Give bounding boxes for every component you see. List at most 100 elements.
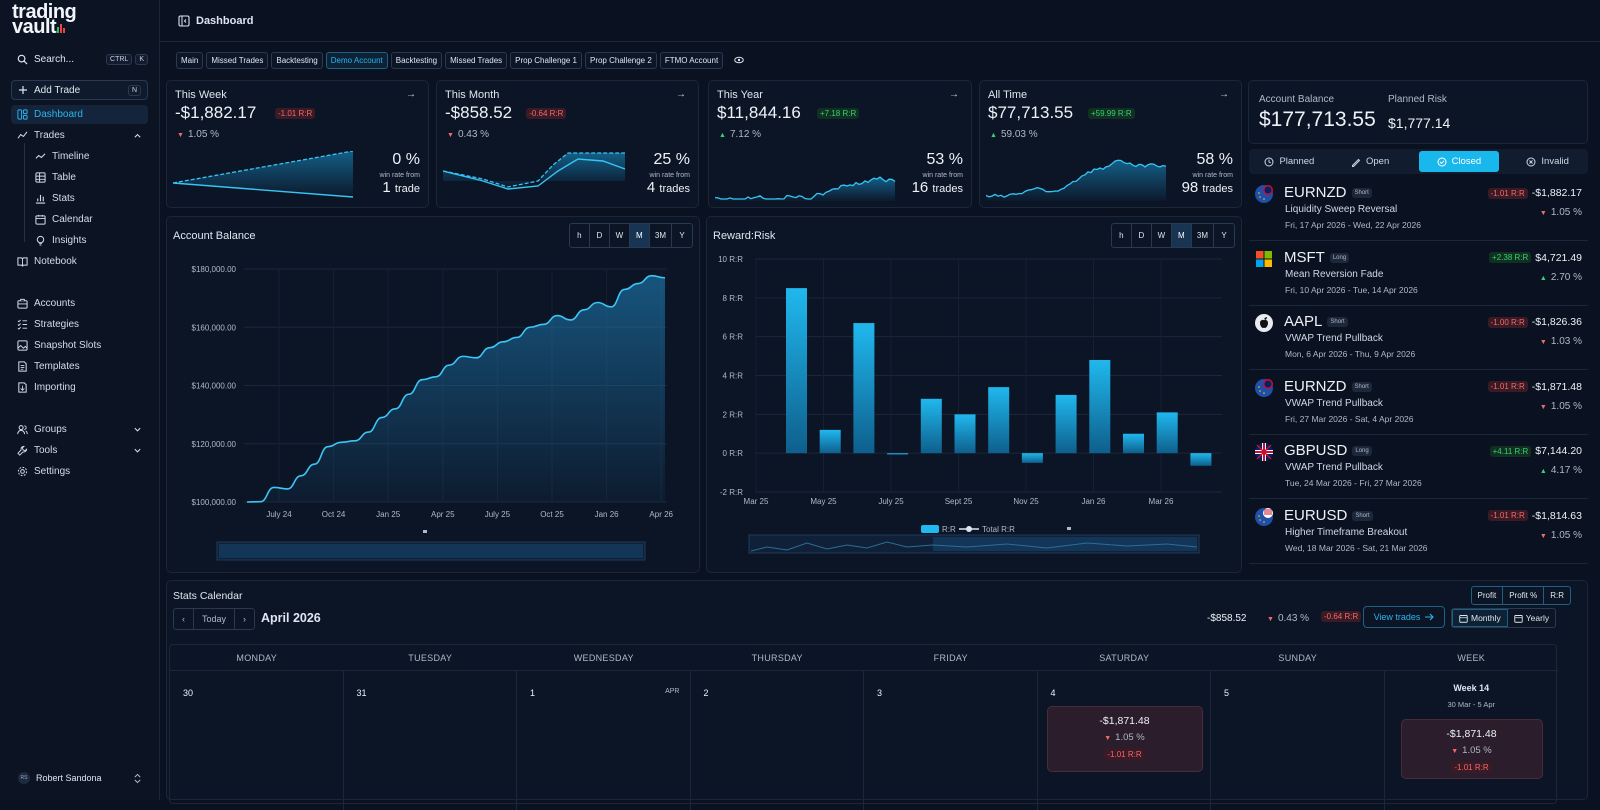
filter-planned-button[interactable]: Planned: [1249, 151, 1330, 172]
arrow-right-icon[interactable]: →: [949, 89, 959, 100]
calendar-day[interactable]: 1 APR: [517, 670, 691, 810]
timeframe-D-button[interactable]: D: [590, 224, 610, 247]
range-selection[interactable]: [219, 544, 643, 558]
calendar-day[interactable]: 31: [343, 670, 517, 810]
sidebar-item-snapshot-slots[interactable]: Snapshot Slots: [11, 336, 148, 355]
app-logo[interactable]: trading vault: [12, 2, 77, 37]
account-tab[interactable]: Main: [176, 51, 204, 69]
timeframe-W-button[interactable]: W: [1152, 224, 1172, 247]
trade-row[interactable]: MSFT Long Mean Reversion Fade Fri, 10 Apr 2…: [1249, 242, 1588, 306]
prev-month-button[interactable]: ‹: [174, 608, 194, 630]
sidebar-item-groups[interactable]: Groups: [11, 420, 148, 439]
account-tab[interactable]: Backtesting: [390, 51, 443, 69]
sidebar-item-importing[interactable]: Importing: [11, 378, 148, 397]
day-pl-summary[interactable]: -$1,871.48 ▼ 1.05 % -1.01 R:R: [1046, 706, 1203, 772]
monthly-button[interactable]: Monthly: [1452, 609, 1508, 627]
rr-bar[interactable]: [819, 429, 841, 454]
calendar-day[interactable]: 30: [170, 670, 344, 810]
sidebar-item-accounts[interactable]: Accounts: [11, 294, 148, 313]
account-tab[interactable]: FTMO Account: [659, 51, 724, 69]
timeframe-M-button[interactable]: M: [629, 224, 650, 247]
sidebar-item-insights[interactable]: Insights: [11, 231, 148, 250]
range-selection[interactable]: [933, 537, 1197, 551]
tab-visibility-icon[interactable]: [734, 51, 744, 69]
rr-bar[interactable]: [1123, 433, 1144, 454]
account-tab[interactable]: Missed Trades: [206, 51, 269, 69]
rr-bar[interactable]: [1055, 394, 1077, 454]
stat-card[interactable]: This Month → -$858.52 -0.64 R:R ▼ 0.43 % 25 % w…: [436, 80, 699, 208]
account-tab[interactable]: Demo Account: [325, 51, 388, 69]
sidebar-item-table[interactable]: Table: [11, 168, 148, 187]
rr-bar[interactable]: [920, 398, 942, 454]
sidebar-item-timeline[interactable]: Timeline: [11, 147, 148, 166]
sidebar-item-strategies[interactable]: Strategies: [11, 315, 148, 334]
user-menu[interactable]: RS Robert Sandona: [18, 772, 142, 784]
trade-row[interactable]: EURNZD Short Liquidity Sweep Reversal Fri, …: [1249, 177, 1588, 241]
sidebar-item-trades[interactable]: Trades: [11, 126, 148, 145]
rr-bar[interactable]: [853, 323, 875, 454]
range-handle[interactable]: [423, 530, 427, 533]
timeframe-3M-button[interactable]: 3M: [1192, 224, 1214, 247]
today-button[interactable]: Today: [194, 608, 236, 630]
sidebar-item-calendar[interactable]: Calendar: [11, 210, 148, 229]
stat-card[interactable]: All Time → $77,713.55 +59.99 R:R ▲ 59.03 % 58 …: [979, 80, 1242, 208]
trade-dates: Fri, 10 Apr 2026 - Tue, 14 Apr 2026: [1285, 284, 1418, 295]
timeframe-Y-button[interactable]: Y: [679, 231, 685, 240]
trade-row[interactable]: EURNZD Short VWAP Trend Pullback Fri, 27 Ma…: [1249, 371, 1588, 435]
rr-bar[interactable]: [988, 387, 1010, 454]
sidebar-item-label: Insights: [52, 235, 87, 246]
sidebar-item-stats[interactable]: Stats: [11, 189, 148, 208]
trade-row[interactable]: GBPUSD Long VWAP Trend Pullback Tue, 24 Mar…: [1249, 435, 1588, 499]
arrow-right-icon[interactable]: →: [406, 89, 416, 100]
rr-bar[interactable]: [887, 453, 909, 455]
timeframe-D-button[interactable]: D: [1132, 224, 1152, 247]
range-handle[interactable]: [1067, 527, 1071, 530]
sidebar-item-settings[interactable]: Settings: [11, 462, 148, 481]
arrow-right-icon[interactable]: →: [676, 89, 686, 100]
rr-bar[interactable]: [786, 288, 807, 454]
rr-bar[interactable]: [1021, 453, 1043, 463]
account-tab[interactable]: Prop Challenge 1: [510, 51, 582, 69]
sidebar-item-dashboard[interactable]: Dashboard: [11, 105, 148, 124]
calendar-day[interactable]: 5: [1211, 670, 1385, 810]
filter-closed-button[interactable]: Closed: [1418, 151, 1500, 172]
next-month-button[interactable]: ›: [243, 614, 247, 624]
view-trades-button[interactable]: View trades: [1363, 606, 1445, 628]
timeframe-3M-button[interactable]: 3M: [650, 224, 672, 247]
filter-open-button[interactable]: Open: [1330, 151, 1411, 172]
filter-invalid-button[interactable]: Invalid: [1507, 151, 1588, 172]
calendar-day[interactable]: 2: [690, 670, 864, 810]
sidebar-item-notebook[interactable]: Notebook: [11, 252, 148, 271]
sparkline-area: [443, 153, 625, 187]
sidebar-item-templates[interactable]: Templates: [11, 357, 148, 376]
account-tab[interactable]: Prop Challenge 2: [584, 51, 657, 69]
rr-bar[interactable]: [954, 414, 976, 454]
trade-row[interactable]: EURUSD Short Higher Timeframe Breakout Wed,…: [1249, 500, 1588, 564]
trade-row[interactable]: AAPL Short VWAP Trend Pullback Mon, 6 Apr 2…: [1249, 306, 1588, 370]
rr-bar[interactable]: [1190, 453, 1212, 466]
calendar-day[interactable]: 3: [864, 670, 1038, 810]
mode-profit-pct-button[interactable]: Profit %: [1503, 587, 1545, 604]
mode-rr-button[interactable]: R:R: [1550, 591, 1564, 600]
add-trade-button[interactable]: Add Trade N: [11, 80, 148, 100]
search-input[interactable]: Search... CTRL K: [11, 48, 148, 70]
calendar-day[interactable]: 4 -$1,871.48 ▼ 1.05 % -1.01 R:R: [1037, 670, 1211, 810]
sidebar-item-tools[interactable]: Tools: [11, 441, 148, 460]
timeframe-h-button[interactable]: h: [1112, 224, 1132, 247]
account-tab[interactable]: Missed Trades: [445, 51, 508, 69]
timeframe-M-button[interactable]: M: [1171, 224, 1192, 247]
rr-bar[interactable]: [1156, 412, 1178, 454]
timeframe-Y-button[interactable]: Y: [1221, 231, 1227, 240]
trade-count: 4 trades: [620, 179, 690, 196]
arrow-right-icon[interactable]: →: [1219, 89, 1229, 100]
timeframe-W-button[interactable]: W: [610, 224, 630, 247]
yearly-button[interactable]: Yearly: [1508, 609, 1555, 627]
week-summary[interactable]: Week 14 30 Mar - 5 Apr -$1,871.48 ▼ 1.05 % -1…: [1384, 670, 1558, 810]
sidebar-toggle-icon[interactable]: [178, 15, 190, 27]
timeframe-h-button[interactable]: h: [570, 224, 590, 247]
account-tab[interactable]: Backtesting: [271, 51, 323, 69]
rr-bar[interactable]: [1089, 359, 1111, 454]
stat-card[interactable]: This Week → -$1,882.17 -1.01 R:R ▼ 1.05 % 0 % w…: [166, 80, 429, 208]
stat-card[interactable]: This Year → $11,844.16 +7.18 R:R ▲ 7.12 % 53 %…: [708, 80, 972, 208]
mode-profit-button[interactable]: Profit: [1472, 587, 1504, 604]
